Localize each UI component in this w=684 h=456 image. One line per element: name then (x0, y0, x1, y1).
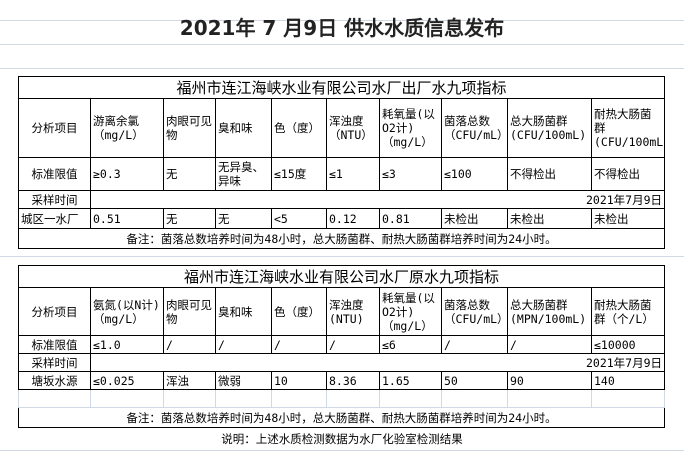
finished-water-table: 福州市连江海峡水业有限公司水厂出厂水九项指标 分析项目 游离余氯（mg/L） 肉… (17, 76, 666, 249)
cell: 50 (441, 371, 508, 390)
empty-row (18, 389, 666, 408)
table-note: 备注：菌落总数培养时间为48小时，总大肠菌群、耐热大肠菌群培养时间为24小时。 (17, 228, 666, 249)
cell: ≤0.025 (90, 371, 164, 390)
table-title: 福州市连江海峡水业有限公司水厂原水九项指标 (17, 265, 666, 288)
header-cell: 色（度） (271, 287, 327, 336)
header-cell: 浑浊度（NTU） (326, 98, 380, 158)
cell: / (271, 335, 327, 354)
cell: ≥0.3 (90, 157, 164, 191)
page-title: 2021年 7 月9日 供水水质信息发布 (179, 16, 505, 40)
cell: / (163, 335, 216, 354)
explanation-text: 说明：上述水质检测数据为水厂化验室检测结果 (221, 432, 463, 446)
standard-row: 标准限值 ≥0.3 无 无异臭、异味 ≤15度 ≤1 ≤3 ≤100 不得检出 … (18, 157, 666, 191)
cell: / (441, 335, 508, 354)
cell: 无 (163, 157, 216, 191)
cell: / (507, 335, 592, 354)
cell: 8.36 (326, 371, 380, 390)
cell: 浑浊 (163, 371, 216, 390)
header-cell: 分析项目 (18, 98, 91, 158)
table-note: 备注：菌落总数培养时间为48小时，总大肠菌群、耐热大肠菌群培养时间为24小时。 (17, 407, 666, 428)
header-cell: 菌落总数（CFU/mL） (441, 98, 508, 158)
cell: 城区一水厂 (18, 208, 91, 229)
cell: 0.51 (90, 208, 164, 229)
table-row: 塘坂水源 ≤0.025 浑浊 微弱 10 8.36 1.65 50 90 140 (18, 371, 666, 390)
cell: 不得检出 (507, 157, 592, 191)
standard-row: 标准限值 ≤1.0 / / / / ≤6 / / ≤10000 (18, 335, 666, 354)
cell: 无 (163, 208, 216, 229)
sampling-label: 采样时间 (18, 353, 91, 372)
sampling-date: 2021年7月9日 (89, 190, 666, 209)
header-cell: 分析项目 (18, 287, 91, 336)
header-cell: 浑浊度(NTU) (326, 287, 380, 336)
cell: 140 (590, 371, 666, 390)
cell: ≤15度 (271, 157, 327, 191)
cell: 塘坂水源 (18, 371, 91, 390)
cell: 未检出 (441, 208, 508, 229)
cell: ≤100 (441, 157, 508, 191)
cell: 不得检出 (590, 157, 666, 191)
cell: / (215, 335, 272, 354)
cell: ≤1.0 (90, 335, 164, 354)
cell: 0.81 (379, 208, 442, 229)
header-cell: 肉眼可见物 (163, 287, 216, 336)
cell: 未检出 (507, 208, 592, 229)
cell: ≤1 (326, 157, 380, 191)
header-cell: 耗氧量(以O2计)（mg/L） (379, 287, 442, 336)
sampling-date: 2021年7月9日 (89, 353, 666, 372)
header-row: 分析项目 游离余氯（mg/L） 肉眼可见物 臭和味 色（度） 浑浊度（NTU） … (18, 98, 666, 158)
header-cell: 游离余氯（mg/L） (90, 98, 164, 158)
cell: <5 (271, 208, 327, 229)
header-row: 分析项目 氨氮(以N计)（mg/L） 肉眼可见物 臭和味 色（度） 浑浊度(NT… (18, 287, 666, 336)
cell: 微弱 (215, 371, 272, 390)
header-cell: 总大肠菌群(CFU/100mL) (507, 98, 592, 158)
raw-water-table: 福州市连江海峡水业有限公司水厂原水九项指标 分析项目 氨氮(以N计)（mg/L）… (17, 265, 666, 428)
header-cell: 臭和味 (215, 287, 272, 336)
cell: 10 (271, 371, 327, 390)
cell: ≤3 (379, 157, 442, 191)
cell: 90 (507, 371, 592, 390)
cell: 未检出 (590, 208, 666, 229)
header-cell: 耗氧量(以O2计)（mg/L） (379, 98, 442, 158)
cell: 无 (215, 208, 272, 229)
cell: 标准限值 (18, 157, 91, 191)
cell: 无异臭、异味 (215, 157, 272, 191)
cell: / (326, 335, 380, 354)
cell: 标准限值 (18, 335, 91, 354)
header-cell: 耐热大肠菌群（个/L） (590, 287, 666, 336)
header-cell: 肉眼可见物 (163, 98, 216, 158)
cell: ≤10000 (590, 335, 666, 354)
header-cell: 氨氮(以N计)（mg/L） (90, 287, 164, 336)
sampling-row: 采样时间 2021年7月9日 (18, 353, 666, 372)
cell: ≤6 (379, 335, 442, 354)
header-cell: 臭和味 (215, 98, 272, 158)
header-cell: 耐热大肠菌群(CFU/100mL) (590, 98, 666, 158)
header-cell: 总大肠菌群(MPN/100mL) (507, 287, 592, 336)
sampling-row: 采样时间 2021年7月9日 (18, 190, 666, 209)
header-cell: 菌落总数（CFU/mL） (441, 287, 508, 336)
table-title: 福州市连江海峡水业有限公司水厂出厂水九项指标 (17, 76, 666, 99)
cell: 0.12 (326, 208, 380, 229)
table-row: 城区一水厂 0.51 无 无 <5 0.12 0.81 未检出 未检出 未检出 (18, 208, 666, 229)
sampling-label: 采样时间 (18, 190, 91, 209)
header-cell: 色（度） (271, 98, 327, 158)
cell: 1.65 (379, 371, 442, 390)
